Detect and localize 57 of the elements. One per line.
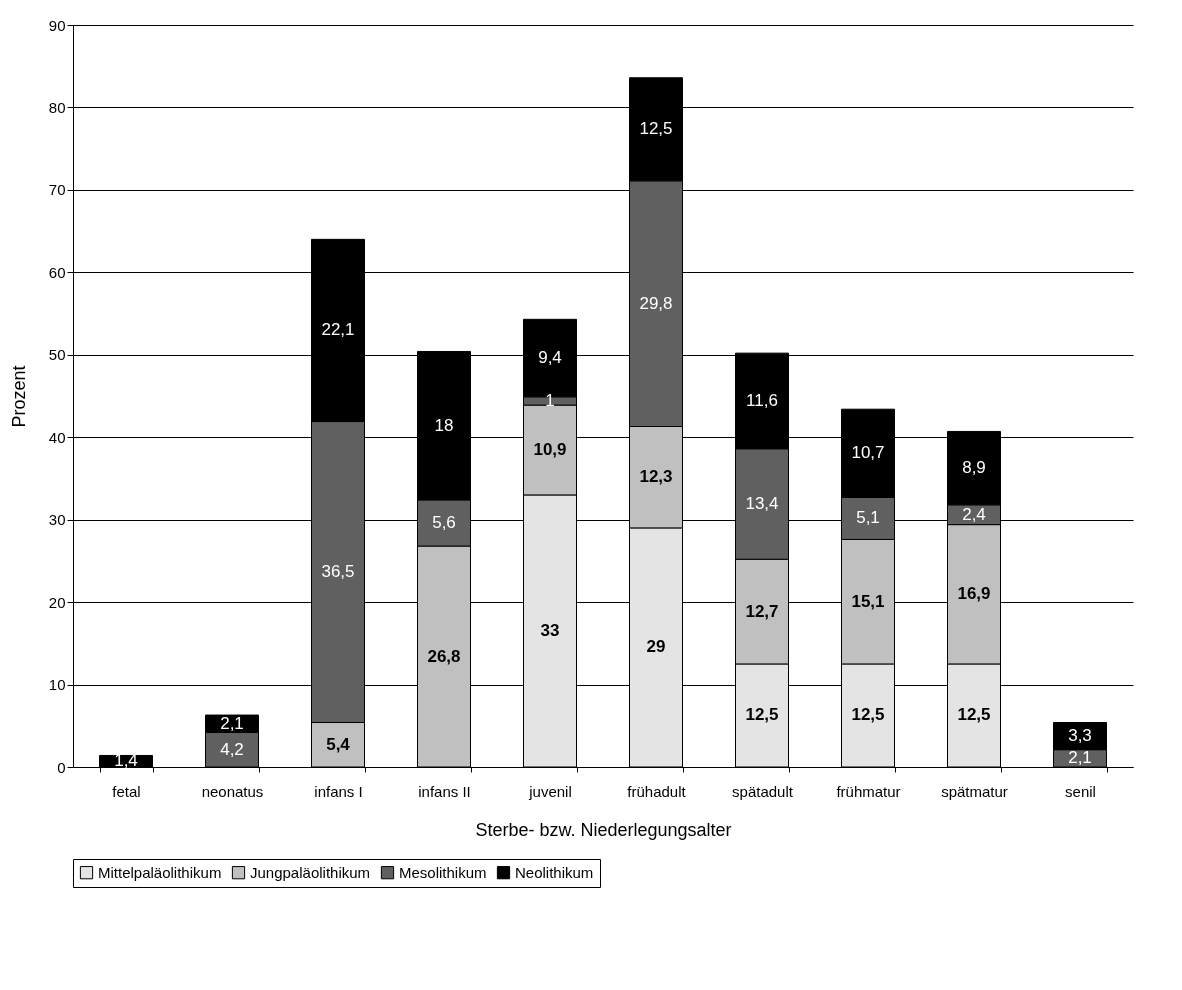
data-label: 26,8 [427, 646, 461, 666]
y-axis-title: Prozent [8, 365, 29, 428]
legend-label: Mittelpaläolithikum [98, 863, 222, 881]
data-label: 29 [646, 637, 666, 657]
y-tick-label: 70 [48, 181, 66, 199]
y-tick-label: 0 [57, 758, 66, 776]
data-label: 11,6 [746, 390, 778, 410]
y-tick-label: 30 [48, 511, 66, 529]
y-tick-label: 90 [48, 16, 66, 34]
data-label: 12,7 [745, 601, 779, 621]
data-label: 5,6 [432, 512, 456, 532]
data-label: 33 [540, 620, 560, 640]
data-label: 29,8 [639, 293, 673, 313]
data-label: 16,9 [957, 584, 991, 604]
legend-label: Neolithikum [515, 863, 594, 881]
y-tick-label: 20 [48, 593, 66, 611]
data-label: 2,4 [962, 504, 986, 524]
data-label: 1,4 [114, 751, 138, 771]
y-tick-label: 40 [48, 428, 66, 446]
y-tick-label: 60 [48, 263, 66, 281]
x-tick-label: spätadult [732, 782, 794, 800]
data-label: 13,4 [745, 494, 779, 513]
x-tick-label: fetal [112, 782, 141, 800]
legend-label: Jungpaläolithikum [250, 863, 371, 881]
data-label: 4,2 [220, 739, 244, 759]
data-label: 3,3 [1068, 726, 1092, 746]
y-tick-label: 80 [48, 98, 66, 116]
data-label: 22,1 [321, 320, 355, 340]
data-label: 2,1 [220, 713, 244, 733]
x-tick-label: infans II [418, 782, 471, 800]
data-label: 18 [434, 415, 454, 435]
legend-label: Mesolithikum [399, 863, 487, 881]
data-label: 12,3 [639, 467, 673, 487]
data-label: 9,4 [538, 348, 562, 368]
data-label: 12,5 [957, 705, 991, 725]
data-label: 5,1 [856, 508, 880, 528]
data-label: 36,5 [321, 562, 355, 582]
data-label: 10,9 [533, 440, 567, 459]
x-tick-label: spätmatur [941, 782, 1008, 800]
data-label: 5,4 [326, 734, 351, 754]
x-tick-label: juvenil [528, 782, 572, 800]
data-label: 8,9 [962, 458, 986, 478]
data-label: 10,7 [851, 443, 885, 463]
x-tick-label: senil [1065, 782, 1096, 800]
data-label: 12,5 [851, 705, 885, 725]
x-tick-label: neonatus [201, 782, 264, 800]
data-label: 12,5 [745, 705, 779, 725]
x-axis-title: Sterbe- bzw. Niederlegungsalter [475, 819, 732, 840]
data-label: 12,5 [639, 119, 673, 139]
data-label: 15,1 [851, 591, 885, 611]
x-tick-label: infans I [314, 782, 363, 800]
y-tick-label: 50 [48, 346, 66, 364]
x-tick-label: frühadult [627, 782, 687, 800]
x-tick-label: frühmatur [836, 782, 901, 800]
y-tick-label: 10 [48, 676, 66, 694]
data-label: 2,1 [1068, 748, 1092, 768]
data-label: 1 [545, 390, 555, 410]
